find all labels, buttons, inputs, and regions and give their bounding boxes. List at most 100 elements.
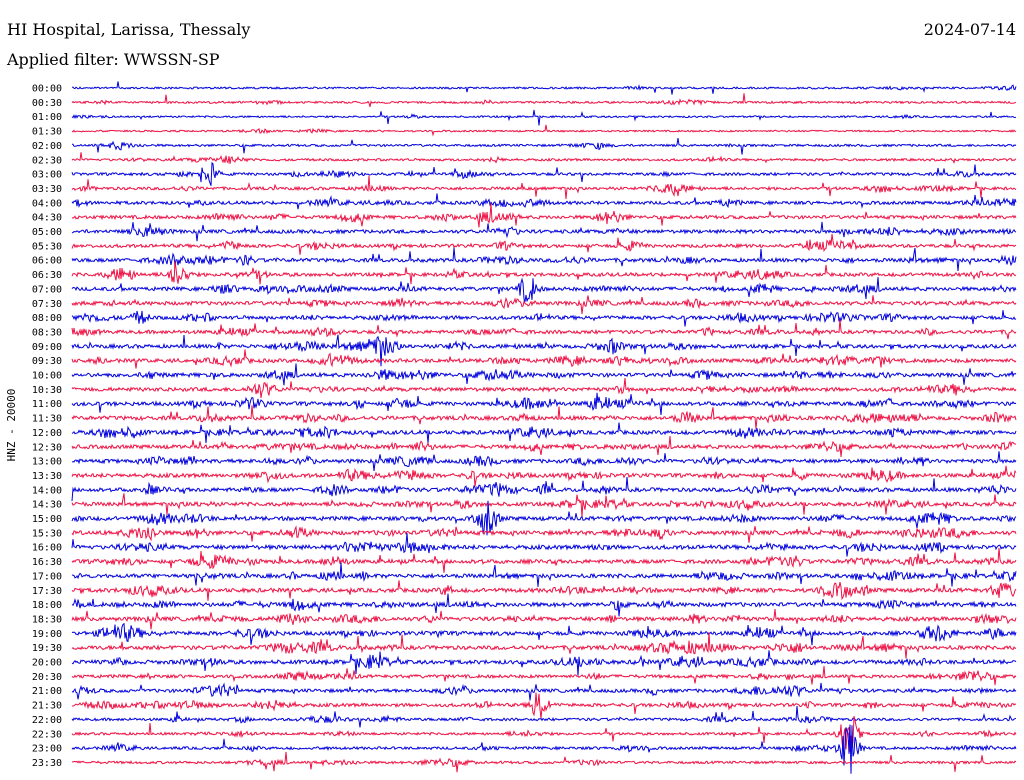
trace-line — [71, 109, 1017, 126]
trace-line — [71, 665, 1017, 686]
trace-line — [71, 682, 1017, 701]
trace-line — [71, 193, 1017, 210]
trace-line — [71, 221, 1017, 242]
trace-label: 04:30 — [32, 213, 62, 224]
trace-label: 22:30 — [32, 729, 62, 740]
trace-label: 08:30 — [32, 327, 62, 338]
trace-line — [71, 493, 1017, 518]
trace-line — [71, 622, 1017, 646]
trace-line — [71, 705, 1017, 728]
trace-label: 01:30 — [32, 127, 62, 138]
trace-label: 15:30 — [32, 528, 62, 539]
trace-line — [71, 93, 1017, 108]
trace-line — [71, 436, 1017, 458]
trace-label: 10:00 — [32, 371, 62, 382]
trace-line — [71, 392, 1017, 415]
trace-time-labels: 00:00 00:30 01:00 01:30 02:00 02:30 03:00 03:30… — [32, 84, 62, 769]
trace-line — [71, 261, 1017, 285]
trace-line — [72, 692, 1017, 719]
trace-label: 18:30 — [32, 614, 62, 625]
trace-label: 18:00 — [32, 600, 62, 611]
trace-line — [71, 451, 1017, 471]
trace-line — [71, 724, 1017, 774]
trace-label: 11:00 — [32, 399, 62, 410]
trace-label: 09:30 — [32, 356, 62, 367]
trace-label: 14:00 — [32, 485, 62, 496]
seismogram-traces — [71, 81, 1017, 774]
trace-line — [71, 715, 1017, 752]
trace-line — [71, 580, 1017, 601]
trace-label: 23:00 — [32, 744, 62, 755]
trace-line — [71, 533, 1017, 557]
trace-line — [71, 525, 1017, 543]
trace-line — [71, 161, 1017, 186]
trace-line — [71, 203, 1017, 228]
trace-label: 02:30 — [32, 155, 62, 166]
trace-line — [71, 81, 1017, 95]
trace-label: 12:00 — [32, 428, 62, 439]
trace-label: 06:00 — [32, 256, 62, 267]
trace-line — [71, 175, 1017, 199]
trace-line — [71, 547, 1017, 573]
trace-label: 05:30 — [32, 241, 62, 252]
trace-label: 09:00 — [32, 342, 62, 353]
trace-line — [71, 650, 1017, 676]
trace-line — [71, 377, 1017, 398]
trace-line — [72, 138, 1017, 155]
trace-label: 14:30 — [32, 500, 62, 511]
trace-label: 17:00 — [32, 571, 62, 582]
trace-label: 02:00 — [32, 141, 62, 152]
trace-line — [71, 319, 1017, 340]
trace-label: 13:30 — [32, 471, 62, 482]
trace-label: 04:00 — [32, 198, 62, 209]
trace-line — [71, 609, 1017, 630]
trace-line — [71, 476, 1017, 502]
trace-label: 22:00 — [32, 715, 62, 726]
trace-label: 17:30 — [32, 586, 62, 597]
trace-label: 00:00 — [32, 84, 62, 95]
trace-label: 03:00 — [32, 170, 62, 181]
trace-line — [71, 124, 1017, 137]
station-title: HI Hospital, Larissa, Thessaly — [7, 20, 251, 39]
trace-label: 07:00 — [32, 284, 62, 295]
trace-line — [71, 310, 1017, 327]
trace-label: 13:00 — [32, 457, 62, 468]
trace-line — [71, 152, 1017, 165]
trace-line — [71, 500, 1017, 536]
trace-label: 11:30 — [32, 414, 62, 425]
trace-line — [71, 349, 1017, 369]
trace-label: 12:30 — [32, 442, 62, 453]
trace-label: 01:00 — [32, 112, 62, 123]
trace-line — [71, 465, 1017, 487]
trace-line — [71, 363, 1017, 386]
trace-line — [71, 751, 1017, 773]
trace-label: 19:00 — [32, 629, 62, 640]
trace-label: 20:00 — [32, 658, 62, 669]
trace-line — [71, 405, 1017, 429]
filter-label: Applied filter: WWSSN-SP — [7, 50, 220, 69]
trace-label: 19:30 — [32, 643, 62, 654]
trace-label: 15:00 — [32, 514, 62, 525]
trace-line — [71, 234, 1017, 255]
trace-label: 03:30 — [32, 184, 62, 195]
trace-label: 23:30 — [32, 758, 62, 769]
channel-axis-label: HNZ - 20000 — [5, 389, 18, 462]
trace-line — [71, 295, 1017, 314]
trace-line — [71, 277, 1017, 302]
trace-label: 06:30 — [32, 270, 62, 281]
trace-line — [71, 593, 1017, 617]
trace-line — [71, 334, 1017, 367]
trace-line — [71, 632, 1017, 659]
trace-label: 08:00 — [32, 313, 62, 324]
trace-label: 10:30 — [32, 385, 62, 396]
trace-line — [71, 247, 1017, 271]
trace-label: 21:00 — [32, 686, 62, 697]
trace-label: 00:30 — [32, 98, 62, 109]
trace-label: 05:00 — [32, 227, 62, 238]
trace-label: 20:30 — [32, 672, 62, 683]
trace-label: 16:30 — [32, 557, 62, 568]
recording-date: 2024-07-14 — [923, 20, 1016, 39]
trace-label: 16:00 — [32, 543, 62, 554]
trace-label: 21:30 — [32, 701, 62, 712]
